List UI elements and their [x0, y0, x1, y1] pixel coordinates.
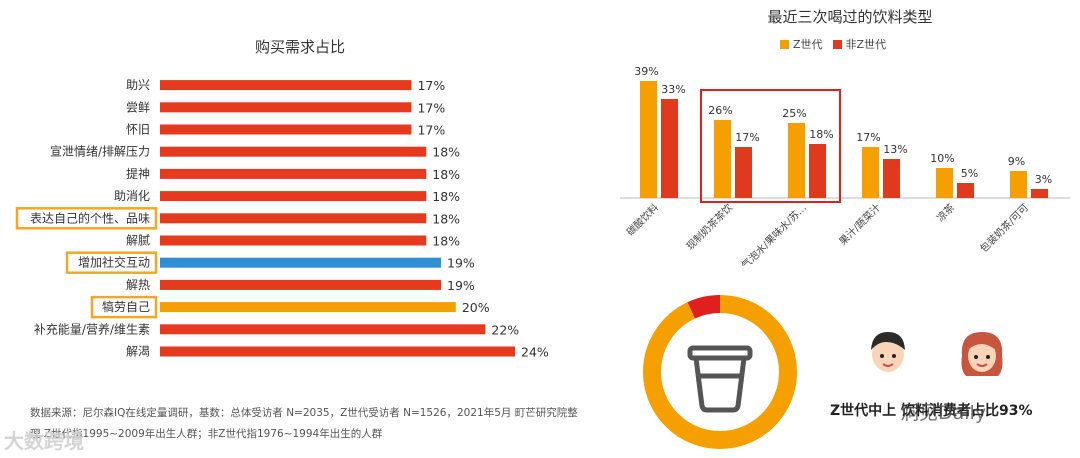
value-label: 18%	[432, 189, 460, 204]
category-label: 表达自己的个性、品味	[30, 210, 150, 225]
bar	[160, 279, 442, 290]
value-label: 17%	[735, 131, 759, 144]
category-label: 犒劳自己	[102, 299, 150, 314]
highlight-box	[700, 89, 841, 203]
value-label: 24%	[521, 345, 549, 360]
bar	[714, 120, 731, 198]
legend-swatch-nonz	[832, 39, 842, 49]
bar	[160, 257, 442, 268]
highlight-box	[90, 295, 158, 319]
cup-icon	[687, 345, 753, 413]
boy-face-icon	[871, 332, 905, 372]
donut-chart	[643, 295, 797, 449]
value-label: 22%	[491, 322, 519, 337]
bar	[160, 146, 427, 157]
category-label: 果汁/蔬菜汁	[836, 201, 883, 248]
value-label: 19%	[447, 278, 475, 293]
beverage-bar-chart: 39%33% 碳酸饮料 26% 17% 现制奶茶茶饮 25%18% 气泡水/果味水/苏… 17…	[620, 65, 1070, 270]
legend-item-z: Z世代	[780, 36, 823, 52]
watermark-right: 洞见Daily	[900, 402, 987, 424]
legend-label-nonz: 非Z世代	[845, 38, 887, 51]
bar	[640, 81, 657, 198]
bar	[160, 346, 515, 357]
value-label: 17%	[417, 123, 445, 138]
bar	[160, 168, 427, 179]
value-label: 17%	[417, 100, 445, 115]
footnote-line-2: 理 Z世代指1995~2009年出生人群；非Z世代指1976~1994年出生的人…	[30, 428, 383, 440]
value-label: 39%	[634, 65, 658, 78]
legend-label-z: Z世代	[793, 38, 823, 51]
footnote: 数据来源：尼尔森IQ在线定量调研，基数：总体受访者 N=2035，Z世代受访者 …	[30, 403, 590, 445]
category-label: 现制奶茶茶饮	[684, 201, 736, 253]
value-label: 10%	[930, 152, 954, 165]
bar	[735, 147, 752, 198]
footnote-line-1: 数据来源：尼尔森IQ在线定量调研，基数：总体受访者 N=2035，Z世代受访者 …	[30, 407, 578, 419]
category-label: 凉茶	[934, 201, 957, 224]
highlight-box	[15, 207, 158, 230]
value-label: 20%	[462, 300, 490, 315]
donut-ring	[643, 295, 797, 449]
right-chart-title: 最近三次喝过的饮料类型	[767, 8, 933, 26]
value-label: 18%	[809, 128, 833, 141]
value-label: 9%	[1008, 155, 1025, 168]
category-label: 气泡水/果味水/苏…	[739, 201, 810, 270]
girl-face-icon	[961, 332, 1003, 376]
category-label: 助兴	[126, 78, 150, 92]
bar	[160, 191, 427, 202]
bar	[862, 147, 879, 198]
category-label: 宣泄情绪/排解压力	[50, 144, 150, 159]
bar	[160, 213, 427, 224]
left-chart-title: 购买需求占比	[254, 38, 345, 56]
bar	[809, 144, 826, 198]
value-label: 26%	[708, 104, 732, 117]
bar	[883, 159, 900, 198]
bar	[160, 124, 412, 135]
legend-item-nonz: 非Z世代	[832, 36, 887, 52]
value-label: 18%	[432, 234, 460, 249]
category-label: 解腻	[126, 234, 150, 248]
bar	[1010, 171, 1027, 198]
category-label: 解渴	[126, 345, 150, 359]
category-label: 包装奶茶/可可	[977, 201, 1031, 255]
bar	[160, 324, 486, 335]
highlight-box	[65, 251, 158, 274]
bar	[957, 183, 974, 198]
bar	[160, 80, 412, 91]
category-label: 增加社交互动	[78, 255, 150, 270]
watermark-left: 大数跨境	[4, 429, 84, 453]
value-label: 17%	[417, 78, 445, 93]
value-label: 25%	[782, 107, 806, 120]
category-label: 碳酸饮料	[624, 201, 661, 238]
donut-slice	[643, 295, 797, 449]
category-label: 怀旧	[126, 123, 150, 137]
bar	[661, 99, 678, 198]
donut-slice	[643, 295, 797, 449]
value-label: 18%	[432, 167, 460, 182]
value-label: 17%	[856, 131, 880, 144]
value-label: 13%	[883, 143, 907, 156]
bar	[936, 168, 953, 198]
category-label: 尝鲜	[126, 99, 150, 114]
value-label: 18%	[432, 211, 460, 226]
legend-swatch-z	[780, 39, 789, 49]
value-label: 3%	[1035, 173, 1052, 186]
category-label: 助消化	[114, 189, 150, 203]
bar	[788, 123, 805, 198]
share-caption: Z世代中上 饮料消费者占比93%	[830, 403, 1033, 419]
category-label: 解热	[126, 278, 150, 292]
value-label: 5%	[961, 167, 978, 180]
category-label: 提神	[126, 166, 150, 181]
value-label: 19%	[447, 256, 475, 271]
category-label: 补充能量/营养/维生素	[34, 321, 150, 336]
bar	[160, 102, 412, 113]
bar	[1031, 189, 1048, 198]
demand-bar-chart: 助兴 17% 尝鲜 17% 怀旧 17% 宣泄情绪/排解压力 18% 提神 18% 助消化 18% 表达…	[15, 78, 549, 360]
value-label: 18%	[432, 145, 460, 160]
bar	[160, 235, 427, 246]
bar	[160, 302, 456, 313]
chart-legend: Z世代 非Z世代	[780, 36, 886, 52]
value-label: 33%	[661, 83, 685, 96]
